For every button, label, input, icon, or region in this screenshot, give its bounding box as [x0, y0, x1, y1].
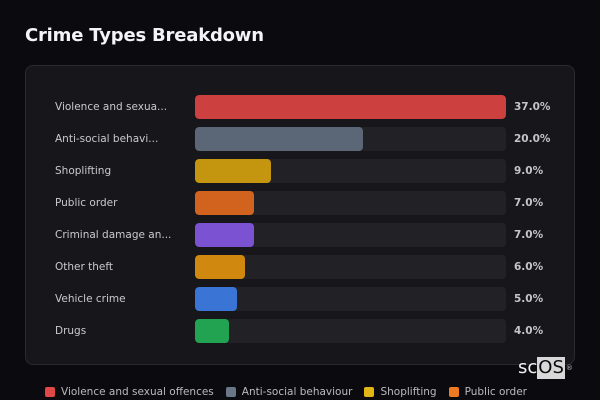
legend-item[interactable]: Public order: [448, 386, 527, 398]
legend-label: Public order: [464, 386, 527, 398]
bar-value: 5.0%: [514, 293, 544, 305]
bar-label: Shoplifting: [55, 165, 112, 177]
legend-item[interactable]: Violence and sexual offences: [45, 386, 214, 398]
chart-card: Violence and sexua... 37.0% Anti-social …: [25, 65, 575, 365]
bar-fill[interactable]: [195, 191, 254, 215]
bar-fill[interactable]: [195, 223, 254, 247]
bar-track: [195, 223, 506, 247]
bar-fill[interactable]: [195, 255, 246, 279]
bar-value: 37.0%: [514, 101, 551, 113]
bar-label: Violence and sexua...: [55, 101, 168, 113]
bar-value: 6.0%: [514, 261, 544, 273]
bar-label: Criminal damage an...: [55, 229, 172, 241]
bar-fill[interactable]: [195, 127, 364, 151]
bar-track: [195, 287, 506, 311]
bar-label: Drugs: [55, 325, 87, 337]
bar-fill[interactable]: [195, 319, 229, 343]
bar-value: 7.0%: [514, 229, 544, 241]
bar-row: Criminal damage an... 7.0%: [26, 223, 574, 247]
bar-row: Shoplifting 9.0%: [26, 159, 574, 183]
watermark-os: OS: [537, 357, 565, 379]
legend-swatch: [45, 387, 55, 397]
bar-value: 7.0%: [514, 197, 544, 209]
bar-row: Anti-social behavi... 20.0%: [26, 127, 574, 151]
bar-value: 4.0%: [514, 325, 544, 337]
bar-label: Anti-social behavi...: [55, 133, 159, 145]
bar-track: [195, 255, 506, 279]
bar-label: Other theft: [55, 261, 114, 273]
legend-swatch: [364, 387, 375, 397]
bar-value: 9.0%: [514, 165, 544, 177]
bar-row: Vehicle crime 5.0%: [26, 287, 574, 311]
legend-item[interactable]: Anti-social behaviour: [225, 386, 353, 398]
bar-row: Other theft 6.0%: [26, 255, 574, 279]
legend-label: Shoplifting: [380, 386, 437, 398]
bar-track: [195, 159, 506, 183]
bar-track: [195, 319, 506, 343]
legend-swatch: [225, 387, 236, 397]
watermark-sc: sc: [518, 357, 538, 378]
chart-legend: Violence and sexual offences Anti-social…: [45, 386, 527, 398]
bar-track: [195, 127, 506, 151]
registered-icon: ®: [565, 364, 573, 372]
legend-label: Anti-social behaviour: [241, 386, 353, 398]
scos-watermark-logo: sc OS ®: [518, 357, 573, 379]
bar-row: Violence and sexua... 37.0%: [26, 95, 574, 119]
bar-track: [195, 191, 506, 215]
bar-label: Public order: [55, 197, 118, 209]
bar-row: Public order 7.0%: [26, 191, 574, 215]
legend-item[interactable]: Shoplifting: [364, 386, 437, 398]
bar-label: Vehicle crime: [55, 293, 126, 305]
bar-fill[interactable]: [195, 95, 506, 119]
legend-label: Violence and sexual offences: [61, 386, 214, 398]
bar-value: 20.0%: [514, 133, 551, 145]
bar-fill[interactable]: [195, 159, 271, 183]
bar-fill[interactable]: [195, 287, 238, 311]
bar-track: [195, 95, 506, 119]
chart-title: Crime Types Breakdown: [25, 25, 264, 46]
legend-swatch: [448, 387, 459, 397]
bar-row: Drugs 4.0%: [26, 319, 574, 343]
